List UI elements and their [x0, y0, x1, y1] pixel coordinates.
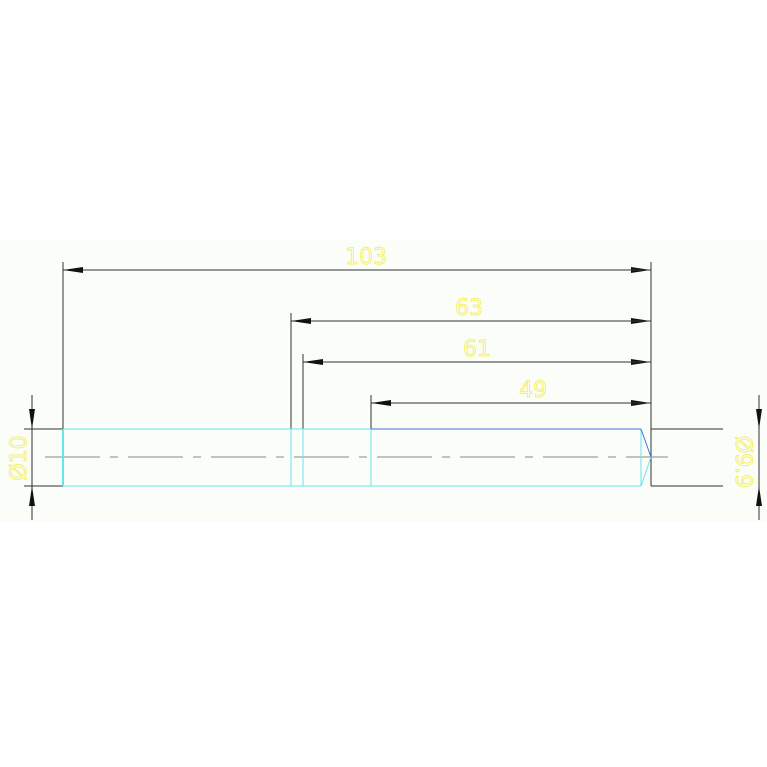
dim-61-label: 61 [463, 337, 491, 362]
diameter-left-label: Ø10 [7, 435, 32, 480]
drawing-area [0, 240, 767, 522]
dim-103-label: 103 [345, 245, 387, 270]
extension-lines [24, 262, 723, 487]
dim-63-label: 63 [455, 296, 483, 321]
dimension-lines [29, 267, 762, 520]
diameter-right-label: Ø9.9 [730, 436, 755, 488]
part-outline [62, 428, 652, 487]
edge-highlight [371, 428, 652, 458]
dim-49-label: 49 [519, 378, 547, 403]
